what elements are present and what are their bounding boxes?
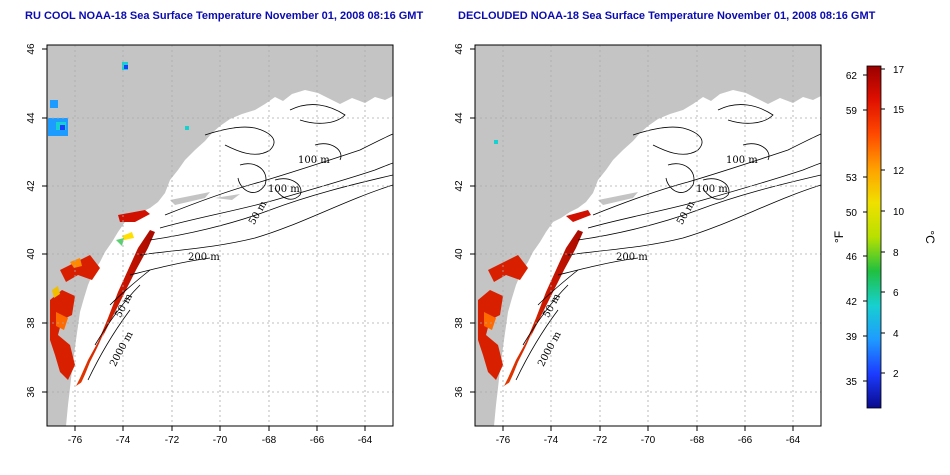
x-tick-label: -70 [641,435,656,446]
x-tick-label: -74 [544,435,559,446]
colorbar-f-label: 46 [846,252,858,263]
contour-label: 200 m [188,252,220,263]
y-tick-label: 44 [454,112,465,124]
y-tick-label: 46 [26,43,37,55]
land-mass [47,45,393,426]
colorbar-c-label: 15 [893,105,905,116]
x-tick-label: -72 [593,435,608,446]
colorbar-c-label: 6 [893,288,899,299]
y-tick-label: 44 [26,112,37,124]
x-tick-label: -76 [68,435,83,446]
colorbar-c-label: 4 [893,329,899,340]
y-tick-label: 42 [454,180,465,192]
right-map-title: DECLOUDED NOAA-18 Sea Surface Temperatur… [458,10,876,22]
x-tick-label: -66 [310,435,325,446]
bathymetry-contours [87,104,393,381]
graticule [47,45,393,426]
y-tick-label: 40 [26,248,37,260]
y-tick-label: 40 [454,248,465,260]
contour-label: 100 m [696,184,728,195]
x-tick-label: -68 [690,435,705,446]
colorbar-c-label: 12 [893,166,905,177]
sst-wedge [504,230,583,386]
y-tick-label: 42 [26,180,37,192]
celsius-unit-label: °C [923,230,937,244]
colorbar-c-label: 17 [893,65,905,76]
colorbar-f-label: 39 [846,332,858,343]
x-tick-label: -64 [786,435,801,446]
left-map-title: RU COOL NOAA-18 Sea Surface Temperature … [25,10,424,22]
contour-label: 200 m [616,252,648,263]
contour-label: 100 m [298,155,330,166]
x-tick-label: -70 [213,435,228,446]
land-mass [475,45,821,426]
colorbar: 62 59 53 50 46 42 39 35 17 15 12 10 8 6 … [832,65,937,409]
right-map: 100 m 100 m 50 m 200 m 50 m 2000 m [454,43,822,446]
y-tick-label: 46 [454,43,465,55]
contour-label: 100 m [268,184,300,195]
colorbar-c-label: 8 [893,248,899,259]
x-tick-label: -66 [738,435,753,446]
y-tick-label: 38 [26,317,37,329]
contour-label: 100 m [726,155,758,166]
colorbar-f-label: 53 [846,173,858,184]
y-tick-label: 36 [454,386,465,398]
colorbar-f-label: 62 [846,71,858,82]
left-map: 100 m 100 m 50 m 200 m 50 m 2000 m [26,43,394,446]
bathymetry-contours [515,104,821,381]
colorbar-c-label: 2 [893,369,899,380]
colorbar-f-label: 50 [846,208,858,219]
fahrenheit-unit-label: °F [832,231,846,243]
y-tick-label: 38 [454,317,465,329]
x-tick-label: -64 [358,435,373,446]
y-tick-label: 36 [26,386,37,398]
x-tick-label: -76 [496,435,511,446]
sst-wedge [76,230,155,386]
x-tick-label: -74 [116,435,131,446]
x-tick-label: -68 [262,435,277,446]
colorbar-f-label: 59 [846,106,858,117]
colorbar-f-label: 35 [846,377,858,388]
colorbar-c-label: 10 [893,207,905,218]
x-tick-label: -72 [165,435,180,446]
graticule [475,45,821,426]
colorbar-gradient [866,65,882,409]
colorbar-f-label: 42 [846,297,858,308]
